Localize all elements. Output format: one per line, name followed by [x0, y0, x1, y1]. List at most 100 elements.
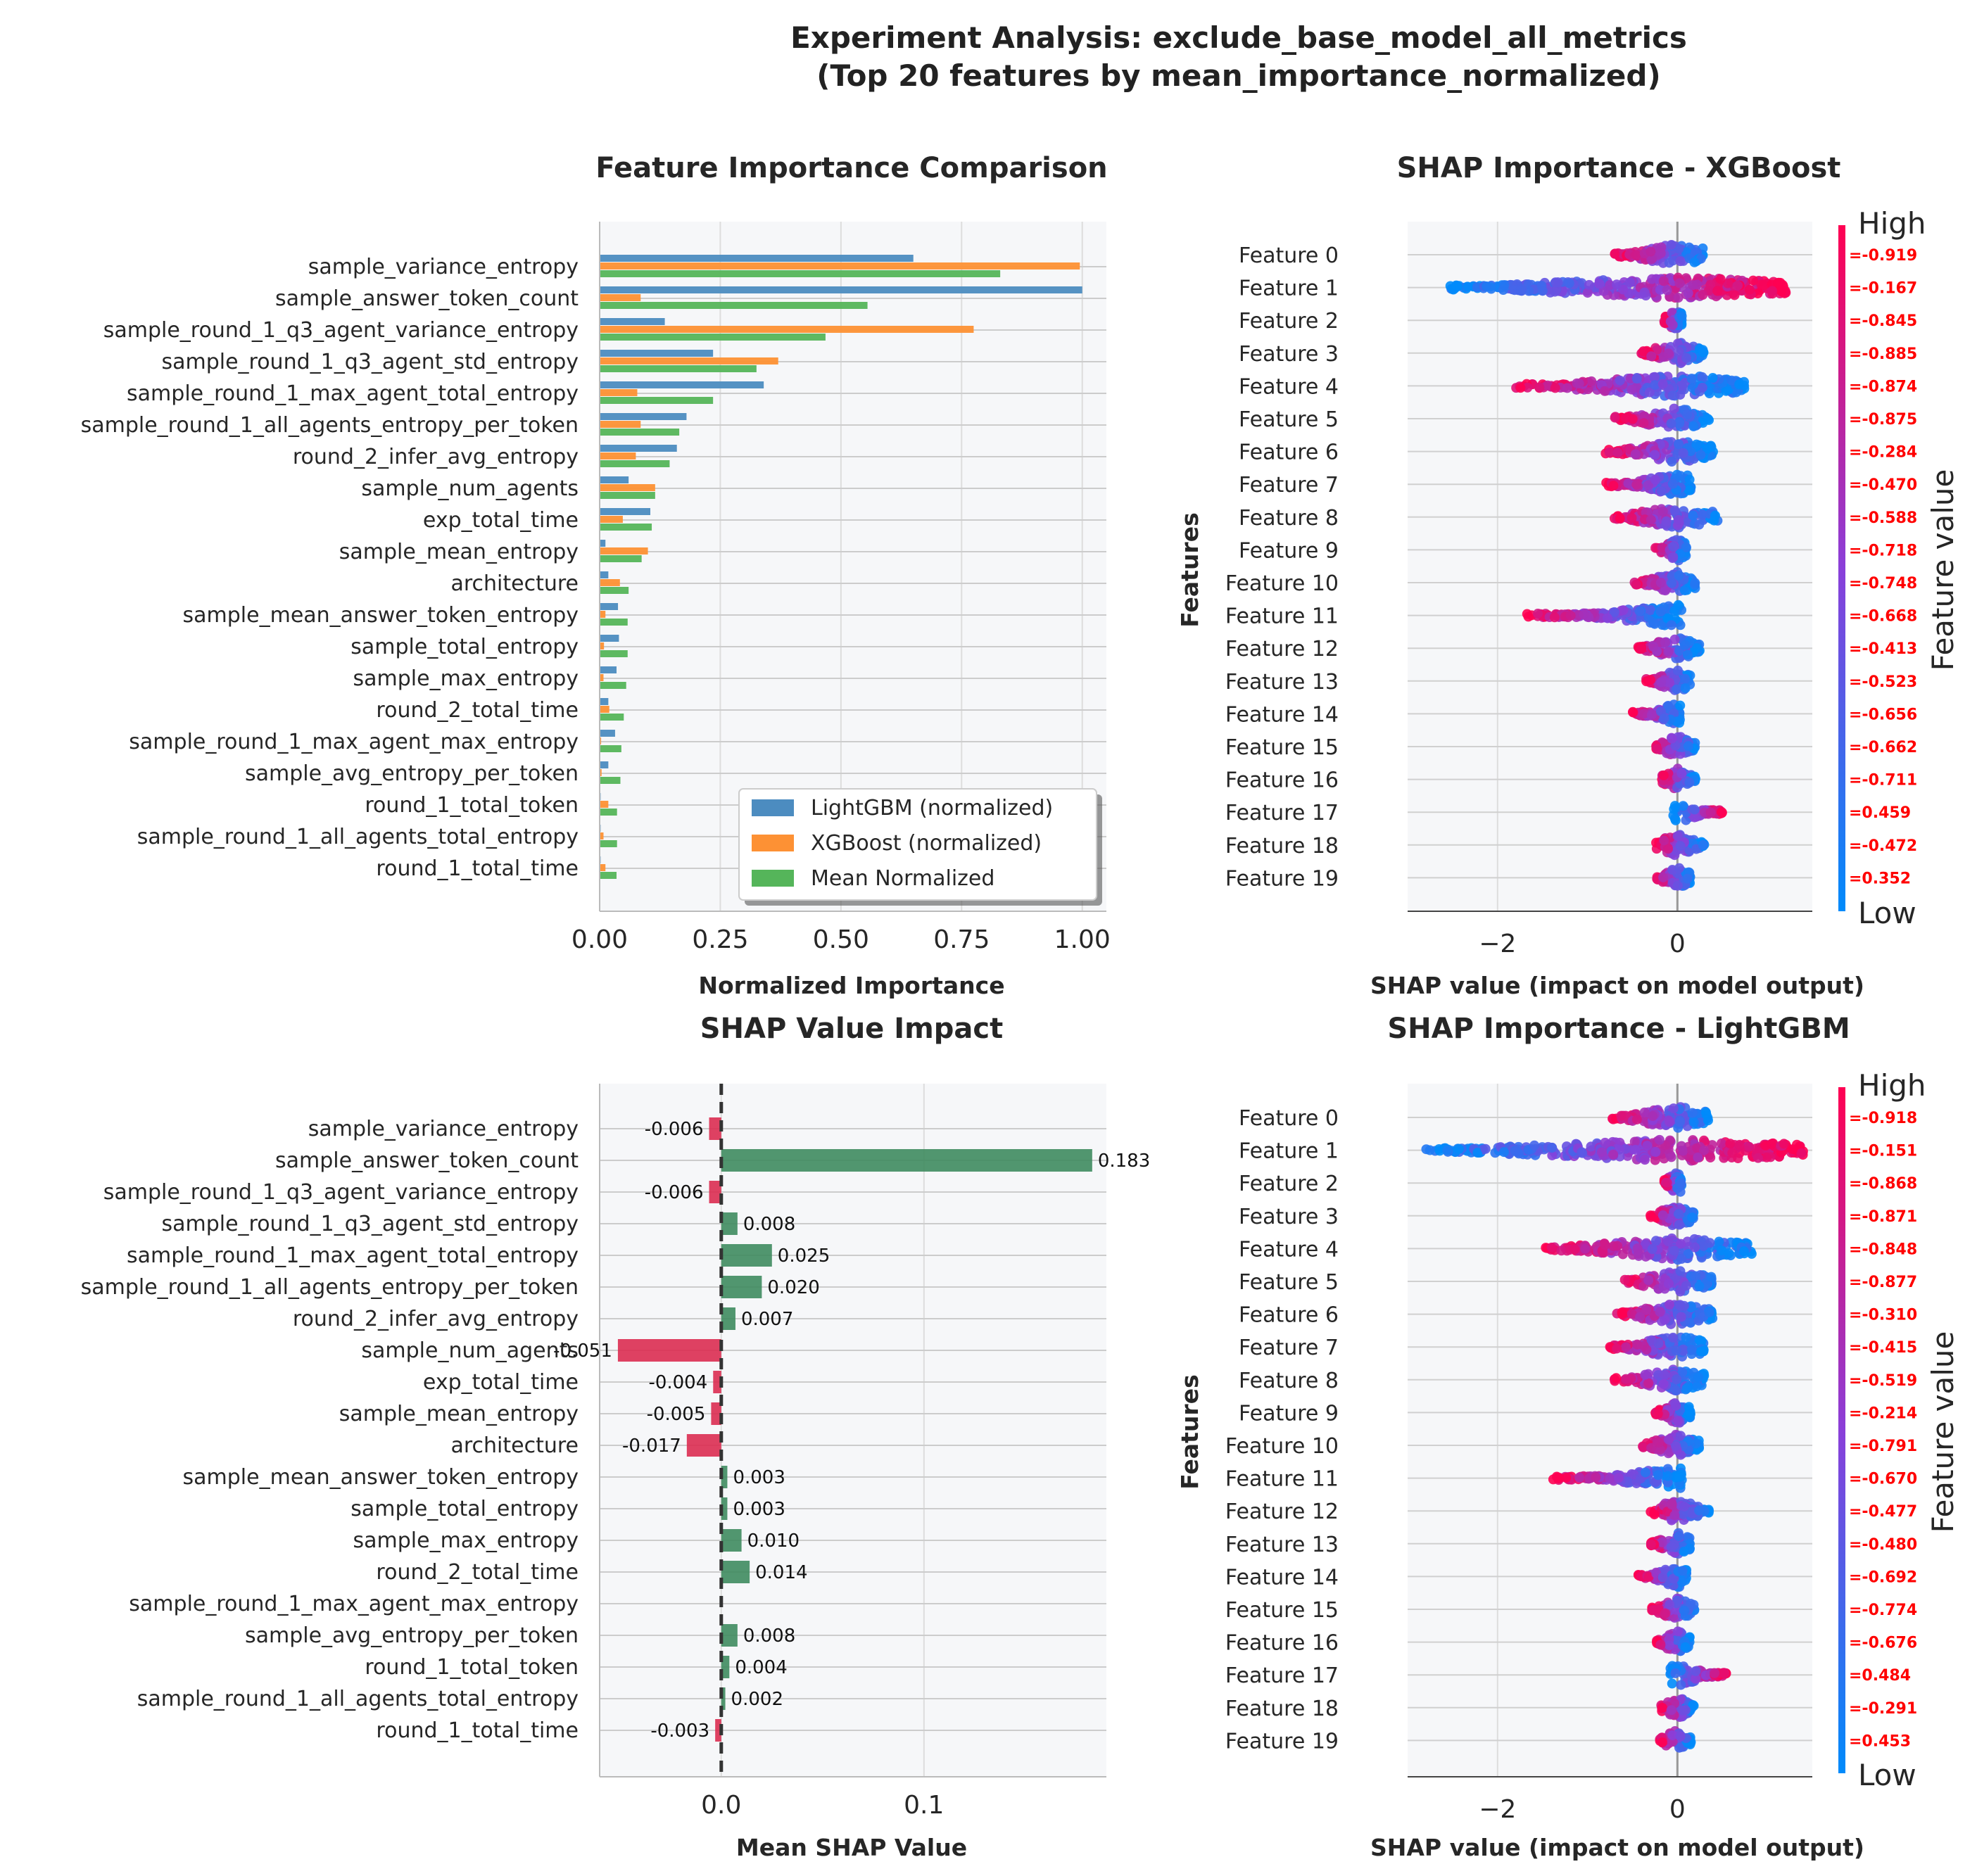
shap-dot [1693, 1152, 1703, 1162]
shap-dot [1604, 447, 1615, 457]
shap-dot [1650, 1236, 1661, 1246]
colorbar-value-label: =-0.470 [1849, 476, 1917, 494]
shap-lightgbm-colorbar [1838, 1087, 1845, 1773]
shap-dot [1666, 418, 1676, 429]
bar-lightgbm [600, 666, 617, 673]
feature-label: sample_num_agents [361, 1338, 579, 1363]
feature-label: Feature 11 [1225, 604, 1339, 629]
shap-dot [1594, 279, 1605, 289]
shap-dot [1716, 1138, 1726, 1148]
importance-chart: Feature Importance Comparison sample_var… [81, 152, 1111, 999]
shap-bar [721, 1149, 1092, 1172]
shap-dot [1693, 1372, 1704, 1383]
shap-dot [1574, 379, 1584, 389]
colorbar-value-label: =-0.919 [1849, 247, 1917, 265]
shap-dot [1668, 1103, 1679, 1114]
shap-dot [1682, 410, 1693, 420]
shap-dot [1646, 675, 1656, 685]
shap-dot [1596, 1147, 1607, 1158]
shap-dot [1655, 248, 1666, 258]
shap-dot [1553, 1473, 1564, 1483]
shap-dot [1690, 578, 1700, 588]
shap-dot [1674, 346, 1684, 357]
shap-dot [1672, 684, 1682, 695]
shap-dot [1704, 388, 1714, 399]
shap-dot [1669, 1540, 1679, 1550]
shap-value-label: 0.008 [743, 1625, 795, 1647]
feature-label: sample_answer_token_count [275, 1148, 579, 1173]
shap-dot [1634, 606, 1645, 616]
shap-dot [1675, 1186, 1686, 1197]
shap-bar [709, 1117, 721, 1140]
shap-dot [1522, 382, 1533, 393]
shap-dot [1661, 516, 1672, 526]
shap-dot [1667, 391, 1678, 401]
shap-xgboost-y-label: Features [1176, 512, 1204, 627]
shap-dot [1666, 1705, 1676, 1716]
shap-dot [1679, 1606, 1690, 1616]
feature-label: sample_round_1_q3_agent_variance_entropy [103, 318, 579, 343]
feature-label: Feature 9 [1239, 538, 1339, 563]
shap-dot [1608, 1149, 1619, 1160]
shap-dot [1767, 286, 1778, 296]
shap-dot [1674, 1742, 1685, 1753]
shap-dot [1658, 1379, 1669, 1389]
shap-dot [1678, 1705, 1688, 1716]
colorbar-value-label: =-0.692 [1849, 1568, 1917, 1586]
shap-dot [1615, 375, 1625, 386]
bar-mean [600, 555, 642, 562]
shap-value-label: 0.003 [733, 1467, 785, 1488]
shap-dot [1734, 379, 1745, 390]
bar-xgboost [600, 737, 602, 744]
shap-xgboost-colorbar-low: Low [1858, 896, 1916, 930]
shap-dot [1644, 387, 1655, 398]
colorbar-value-label: =-0.748 [1849, 575, 1917, 592]
feature-label: Feature 19 [1225, 1729, 1339, 1754]
shap-dot [1549, 612, 1560, 623]
bar-xgboost [600, 769, 602, 776]
shap-dot [1664, 678, 1674, 688]
shap-dot [1674, 418, 1685, 429]
feature-label: sample_round_1_q3_agent_std_entropy [161, 1212, 579, 1236]
shap-dot [1657, 1537, 1667, 1547]
shap-dot [1643, 1378, 1654, 1388]
feature-label: sample_round_1_q3_agent_std_entropy [161, 350, 579, 374]
shap-dot [1653, 1438, 1664, 1448]
shap-dot [1662, 285, 1672, 296]
shap-dot [1689, 257, 1700, 267]
shap-dot [1654, 1134, 1665, 1145]
shap-dot [1667, 1730, 1678, 1740]
shap-value-label: -0.051 [553, 1341, 612, 1362]
shap-dot [1577, 1148, 1588, 1158]
feature-label: sample_round_1_all_agents_entropy_per_to… [81, 1275, 579, 1300]
shap-dot [1629, 1136, 1640, 1147]
feature-label: Feature 8 [1239, 1369, 1339, 1393]
bar-lightgbm [600, 571, 609, 578]
shap-dot [1623, 478, 1634, 488]
shap-dot [1498, 1147, 1509, 1158]
shap-dot [1682, 873, 1693, 884]
bar-mean [600, 619, 628, 626]
shap-dot [1627, 706, 1638, 717]
feature-label: Feature 4 [1239, 1237, 1339, 1262]
feature-label: Feature 16 [1225, 768, 1339, 793]
shap-dot [1673, 293, 1684, 303]
shap-dot [1660, 585, 1671, 596]
shap-dot [1668, 552, 1679, 562]
shap-dot [1680, 640, 1691, 650]
colorbar-value-label: =-0.291 [1849, 1700, 1917, 1718]
shap-dot [1642, 1141, 1653, 1151]
shap-dot [1624, 277, 1635, 288]
feature-label: Feature 19 [1225, 866, 1339, 891]
feature-label: Feature 12 [1225, 637, 1339, 661]
shap-dot [1667, 1500, 1677, 1510]
bar-mean [600, 587, 629, 594]
shap-dot [1718, 1668, 1729, 1678]
shap-dot [1631, 373, 1642, 384]
shap-dot [1691, 1666, 1701, 1676]
shap-dot [1776, 286, 1786, 296]
feature-label: sample_round_1_all_agents_entropy_per_to… [81, 413, 579, 438]
feature-label: sample_round_1_all_agents_total_entropy [137, 825, 579, 849]
